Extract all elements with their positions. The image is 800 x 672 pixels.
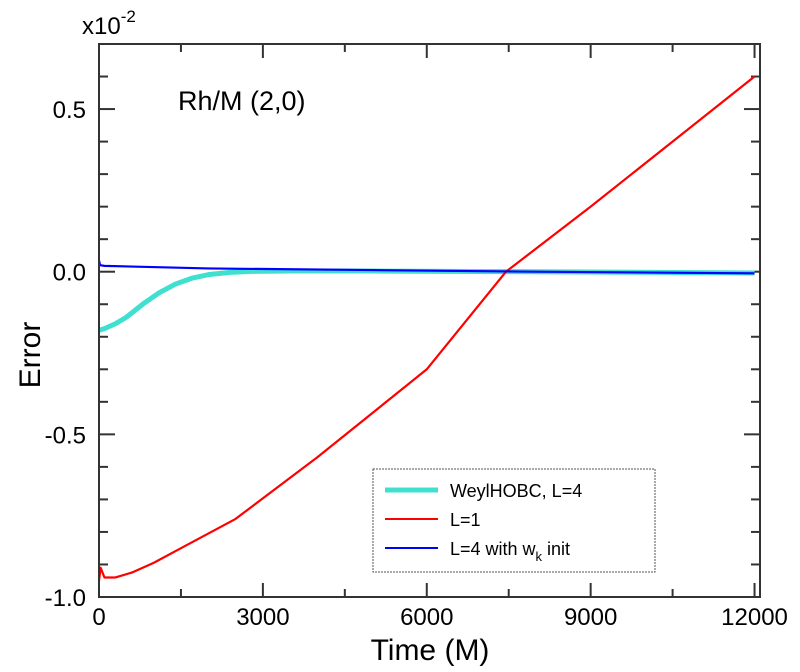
y-tick-label: -0.5 [45,422,86,449]
series-line-0 [98,268,755,333]
y-tick-label: 0.0 [53,260,86,287]
legend-label-0: WeylHOBC, L=4 [450,481,582,501]
y-tick-label: 0.5 [53,97,86,124]
plot-frame [98,43,761,598]
series-line-2 [97,260,755,275]
x-tick-label: 12000 [721,604,788,631]
y-axis-label: Error [14,322,47,389]
x-tick-label: 9000 [564,604,617,631]
annotation: Rh/M (2,0) [178,86,306,116]
legend-label-1: L=1 [450,510,481,530]
x-tick-label: 6000 [400,604,453,631]
y-multiplier: x10-2 [82,7,136,40]
y-tick-label: -1.0 [45,585,86,612]
x-tick-label: 0 [92,604,105,631]
legend-box [372,468,656,573]
legend-label-2: L=4 with wk init [450,539,570,564]
legend: WeylHOBC, L=4 L=1 L=4 with wk init [372,468,656,573]
x-tick-label: 3000 [236,604,289,631]
x-axis-label: Time (M) [371,634,490,667]
